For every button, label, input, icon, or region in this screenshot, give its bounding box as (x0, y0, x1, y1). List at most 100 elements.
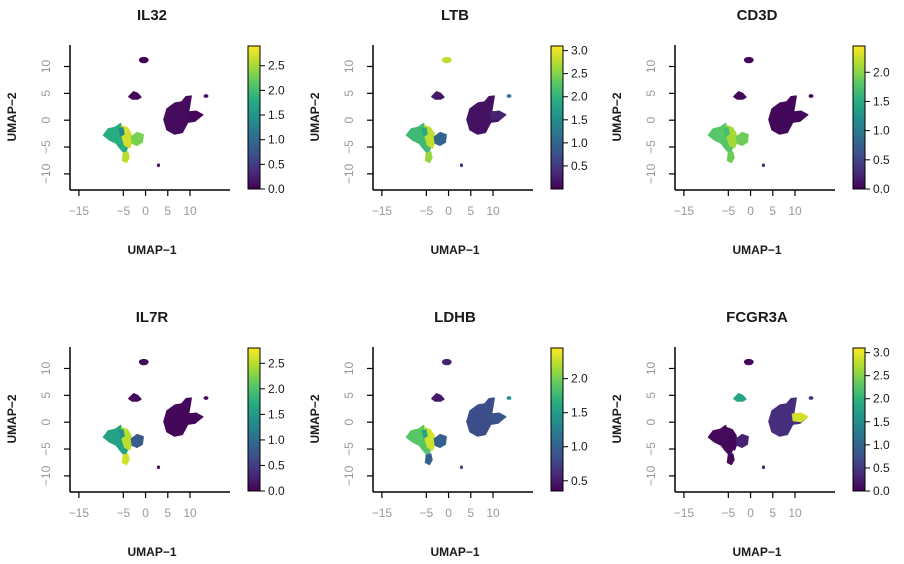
cluster-t_bright (120, 124, 133, 149)
cluster-b (431, 393, 445, 402)
cluster-platelet (156, 465, 160, 470)
cluster-mono_fcgr3a (791, 412, 809, 423)
x-tick-label: 0 (142, 506, 149, 520)
x-tick-label: 0 (747, 506, 754, 520)
colorbar-tick-label: 2.0 (571, 90, 588, 104)
y-tick-label: 5 (39, 90, 53, 97)
cluster-cd8 (735, 433, 749, 448)
x-tick-label: −15 (674, 204, 695, 218)
colorbar-tick-label: 1.0 (571, 136, 588, 150)
cluster-cd8 (130, 131, 144, 146)
cluster-cd8 (130, 433, 144, 448)
cluster-platelet (761, 163, 765, 168)
cluster-cd8 (433, 131, 447, 146)
colorbar-tick-label: 2.0 (873, 65, 890, 79)
panel-ldhb: LDHB −15 −5 0 5 10 −10 −5 0 5 10 UMAP−1 UMAP−2 0.5 1.0… (308, 309, 588, 559)
cluster-tail (121, 453, 130, 466)
y-tick-label: 0 (342, 117, 356, 124)
cluster-mono_fcgr3a (489, 110, 507, 121)
x-tick-label: −15 (69, 204, 90, 218)
x-tick-label: 0 (445, 506, 452, 520)
cluster-b (128, 393, 142, 402)
x-tick-label: −15 (69, 506, 90, 520)
cluster-platelet (761, 465, 765, 470)
cluster-tail (424, 151, 433, 164)
colorbar-tick-label: 0.0 (268, 484, 285, 498)
colorbar-tick-label: 1.5 (571, 113, 588, 127)
x-tick-label: 5 (467, 506, 474, 520)
cluster-t_bright (424, 124, 436, 149)
colorbar-tick-label: 2.0 (268, 382, 285, 396)
colorbar-tick-label: 1.5 (873, 94, 890, 108)
colorbar-tick-label: 1.0 (873, 438, 890, 452)
y-tick-label: −5 (39, 442, 53, 456)
colorbar-tick-label: 1.0 (571, 440, 588, 454)
cluster-nk (743, 358, 754, 366)
x-tick-label: −5 (721, 506, 735, 520)
x-tick-label: 0 (445, 204, 452, 218)
colorbar-tick-label: 1.5 (268, 108, 285, 122)
cluster-t_bright (120, 427, 133, 451)
colorbar-tick-label: 0.5 (873, 153, 890, 167)
y-axis-label: UMAP−2 (5, 394, 19, 443)
y-axis-label: UMAP−2 (5, 92, 19, 141)
panel-cd3d: CD3D −15 −5 0 5 10 −10 −5 0 5 10 UMAP−1 UMAP−2 0.0 0.5… (610, 7, 890, 257)
cluster-platelet (156, 163, 160, 168)
x-tick-label: 5 (164, 204, 171, 218)
cluster-b (733, 393, 747, 402)
colorbar (852, 45, 866, 190)
colorbar (852, 347, 866, 492)
cluster-tail (121, 151, 130, 164)
cluster-dc (506, 396, 512, 400)
x-tick-label: 10 (183, 204, 197, 218)
x-tick-label: 5 (164, 506, 171, 520)
cluster-t_bright (725, 124, 738, 149)
y-tick-label: −5 (644, 140, 658, 154)
colorbar-tick-label: 0.0 (873, 484, 890, 498)
cluster-b (128, 91, 142, 100)
y-tick-label: −10 (39, 465, 53, 486)
y-tick-label: −10 (644, 163, 658, 184)
cluster-t_bright (725, 427, 738, 451)
colorbar-tick-label: 0.5 (571, 159, 588, 173)
colorbar-tick-label: 1.0 (873, 124, 890, 138)
colorbar-tick-label: 0.0 (873, 182, 890, 196)
y-tick-label: −5 (342, 140, 356, 154)
cluster-mono_fcgr3a (186, 110, 204, 121)
y-tick-label: 5 (39, 392, 53, 399)
cluster-mono_fcgr3a (489, 412, 507, 423)
x-tick-label: 10 (486, 204, 500, 218)
x-axis-label: UMAP−1 (127, 243, 176, 257)
x-tick-label: −15 (372, 204, 393, 218)
y-tick-label: 0 (39, 117, 53, 124)
y-axis-label: UMAP−2 (610, 92, 624, 141)
cluster-dc (808, 94, 814, 98)
colorbar-tick-label: 2.5 (873, 369, 890, 383)
cluster-dc (506, 94, 512, 98)
colorbar-tick-label: 0.5 (873, 461, 890, 475)
panel-ltb: LTB −15 −5 0 5 10 −10 −5 0 5 10 UMAP−1 UMAP−2 0.5 1.0 1… (308, 7, 588, 257)
cluster-tail (424, 453, 433, 466)
y-tick-label: −10 (342, 163, 356, 184)
panel-title: FCGR3A (726, 309, 788, 326)
colorbar-tick-label: 0.5 (268, 157, 285, 171)
x-tick-label: 10 (788, 506, 802, 520)
y-tick-label: 5 (342, 392, 356, 399)
cluster-nk (441, 358, 452, 366)
colorbar (550, 347, 564, 492)
x-tick-label: −5 (419, 204, 433, 218)
x-tick-label: 10 (788, 204, 802, 218)
colorbar-tick-label: 1.5 (873, 415, 890, 429)
cluster-dc (203, 94, 209, 98)
y-tick-label: 5 (644, 392, 658, 399)
colorbar-tick-label: 1.5 (571, 406, 588, 420)
cluster-b (733, 91, 747, 100)
cluster-mono_fcgr3a (186, 412, 204, 423)
colorbar-tick-label: 0.0 (268, 182, 285, 196)
y-tick-label: −10 (342, 465, 356, 486)
colorbar-tick-label: 3.0 (571, 44, 588, 58)
x-tick-label: −15 (674, 506, 695, 520)
x-tick-label: 5 (769, 204, 776, 218)
colorbar-tick-label: 1.5 (268, 407, 285, 421)
x-axis-label: UMAP−1 (430, 545, 479, 559)
